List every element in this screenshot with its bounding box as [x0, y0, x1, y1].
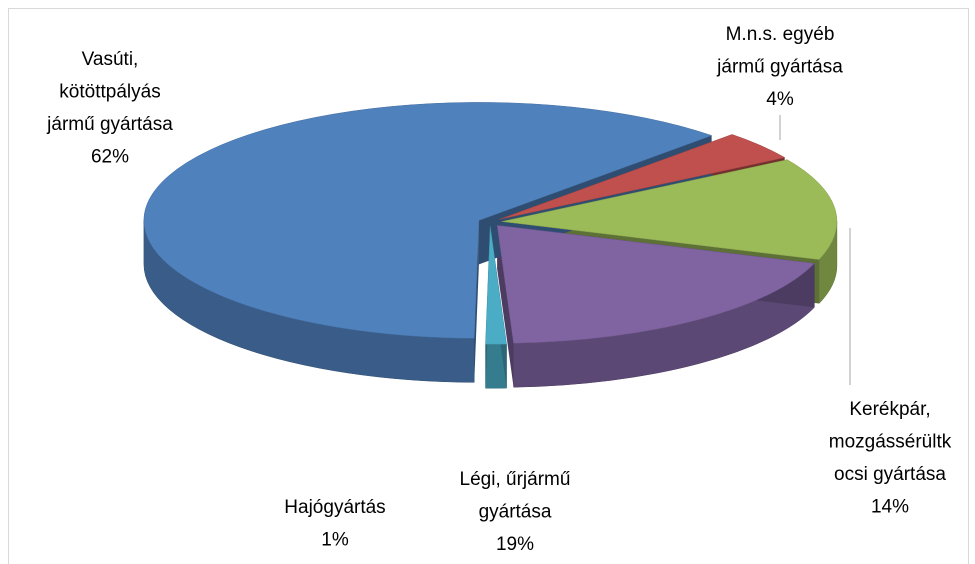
- category-label: Hajógyártás: [284, 497, 385, 518]
- label-line: Vasúti,: [82, 49, 139, 70]
- slice: [143, 102, 713, 339]
- chart-frame: [8, 8, 969, 564]
- value-label: 14%: [871, 497, 909, 518]
- value-label: 19%: [496, 534, 534, 555]
- slice: [501, 159, 838, 260]
- slice: [499, 134, 786, 220]
- category-label: Vasúti, kötöttpályás jármű gyártása: [46, 49, 173, 135]
- label-line: gyártása: [479, 502, 552, 523]
- value-label: 4%: [766, 89, 794, 110]
- label-line: Kerékpár,: [849, 399, 930, 420]
- label-line: Légi, űrjármű: [460, 469, 571, 490]
- value-label: 1%: [321, 530, 349, 551]
- value-label: 62%: [91, 147, 129, 168]
- category-label: M.n.s. egyéb jármű gyártása: [716, 24, 843, 78]
- label-line: kötöttpályás: [59, 82, 160, 103]
- label-line: jármű gyártása: [46, 114, 173, 135]
- category-label: Légi, űrjármű gyártása: [460, 469, 571, 523]
- slice: [496, 225, 815, 344]
- label-line: ocsi gyártása: [834, 464, 946, 485]
- label-line: Hajógyártás: [284, 497, 385, 518]
- data-labels: M.n.s. egyéb jármű gyártása 4% Kerékpár, moz…: [46, 24, 952, 555]
- label-line: mozgássérültk: [829, 432, 952, 453]
- label-line: jármű gyártása: [716, 57, 843, 78]
- slice: [485, 226, 507, 345]
- slice-tops: [143, 102, 838, 345]
- category-label: Kerékpár, mozgássérültk ocsi gyártása: [829, 399, 952, 485]
- label-line: M.n.s. egyéb: [726, 24, 835, 45]
- slice-cut-face: [497, 225, 514, 388]
- slice-cut-face: [474, 220, 479, 383]
